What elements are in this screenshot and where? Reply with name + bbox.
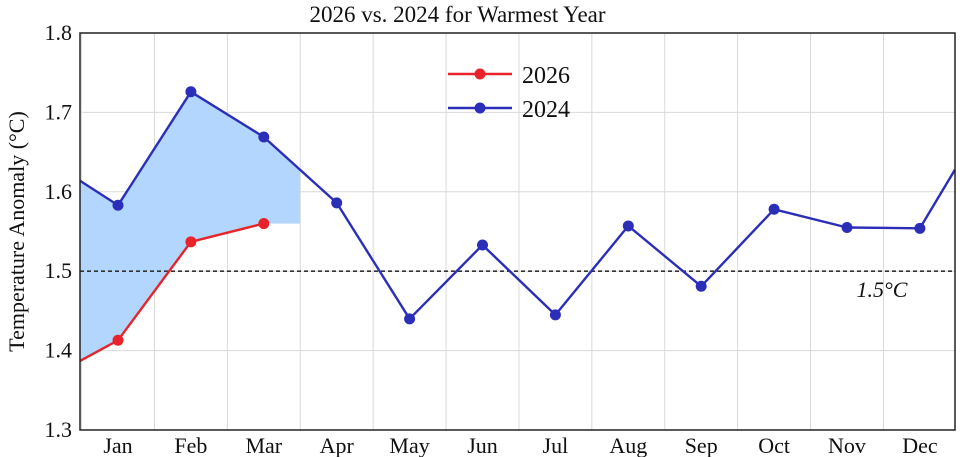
chart-title: 2026 vs. 2024 for Warmest Year xyxy=(309,2,605,27)
legend-label-2024: 2024 xyxy=(522,97,570,123)
data-point-2024 xyxy=(549,309,561,321)
x-tick-label: Jun xyxy=(467,433,498,457)
x-tick-label: Sep xyxy=(685,433,718,457)
y-tick-label: 1.7 xyxy=(45,99,73,124)
legend-marker-2026 xyxy=(474,68,486,80)
reference-line-label: 1.5°C xyxy=(857,277,908,302)
data-point-2024 xyxy=(695,280,707,292)
data-point-2024 xyxy=(477,239,488,251)
legend-marker-2024 xyxy=(474,102,486,114)
y-tick-label: 1.5 xyxy=(45,258,73,283)
x-tick-label: Jul xyxy=(543,433,569,457)
x-tick-label: Apr xyxy=(320,433,355,457)
data-point-2024 xyxy=(841,222,853,234)
data-point-2024 xyxy=(622,220,634,232)
shaded-gap-region xyxy=(80,91,300,361)
data-point-2024 xyxy=(404,313,416,325)
x-tick-label: May xyxy=(389,433,429,457)
x-tick-label: Mar xyxy=(245,433,282,457)
data-point-2024 xyxy=(112,199,124,211)
plot-frame xyxy=(79,32,956,431)
series-line-2026 xyxy=(79,222,265,362)
y-tick-label: 1.6 xyxy=(45,179,73,204)
legend: 2026 2024 xyxy=(448,63,570,123)
data-point-2024 xyxy=(768,203,780,215)
data-point-2024 xyxy=(258,131,270,143)
x-tick-label: Dec xyxy=(902,433,938,457)
y-axis-label: Temperature Anomaly (°C) xyxy=(4,111,29,352)
data-point-2024 xyxy=(331,197,343,209)
x-tick-label: Aug xyxy=(609,433,647,457)
x-tick-label: Jan xyxy=(103,433,132,457)
x-tick-labels: Jan Feb Mar Apr May Jun Jul Aug Sep Oct Nov Dec xyxy=(103,433,938,457)
x-tick-label: Nov xyxy=(828,433,866,457)
series-layer xyxy=(79,86,957,362)
data-point-2024 xyxy=(914,222,926,234)
y-tick-label: 1.4 xyxy=(45,338,73,363)
data-point-2024 xyxy=(185,86,197,98)
legend-label-2026: 2026 xyxy=(522,63,570,89)
data-point-2026 xyxy=(185,236,197,248)
y-tick-label: 1.3 xyxy=(45,417,73,442)
x-tick-label: Oct xyxy=(758,433,790,457)
y-tick-label: 1.8 xyxy=(45,20,73,45)
series-line-2024 xyxy=(79,90,957,320)
y-tick-labels: 1.3 1.4 1.5 1.6 1.7 1.8 xyxy=(45,20,73,442)
data-point-2026 xyxy=(258,218,270,230)
x-tick-label: Feb xyxy=(174,433,207,457)
data-point-2026 xyxy=(112,334,124,346)
